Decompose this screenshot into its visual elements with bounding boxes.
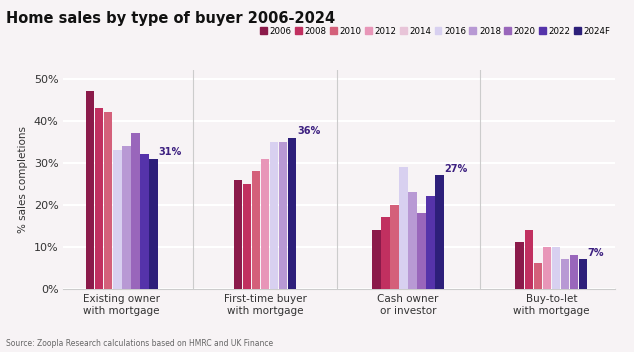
Bar xyxy=(288,138,296,289)
Bar xyxy=(131,133,139,289)
Bar xyxy=(233,180,242,289)
Y-axis label: % sales completions: % sales completions xyxy=(18,126,29,233)
Bar xyxy=(104,112,112,289)
Bar xyxy=(524,230,533,289)
Bar xyxy=(417,213,426,289)
Text: Home sales by type of buyer 2006-2024: Home sales by type of buyer 2006-2024 xyxy=(6,11,335,26)
Bar xyxy=(560,259,569,289)
Bar xyxy=(399,167,408,289)
Bar xyxy=(149,158,158,289)
Text: 27%: 27% xyxy=(444,164,468,174)
Text: 36%: 36% xyxy=(297,126,320,136)
Bar xyxy=(269,142,278,289)
Legend: 2006, 2008, 2010, 2012, 2014, 2016, 2018, 2020, 2022, 2024F: 2006, 2008, 2010, 2012, 2014, 2016, 2018… xyxy=(260,27,611,36)
Bar xyxy=(552,247,560,289)
Bar xyxy=(140,154,148,289)
Bar xyxy=(261,158,269,289)
Bar xyxy=(391,205,399,289)
Bar xyxy=(95,108,103,289)
Text: Source: Zoopla Research calculations based on HMRC and UK Finance: Source: Zoopla Research calculations bas… xyxy=(6,339,273,348)
Bar xyxy=(543,247,551,289)
Bar xyxy=(515,243,524,289)
Bar xyxy=(427,196,435,289)
Bar xyxy=(86,92,94,289)
Bar xyxy=(372,230,381,289)
Bar xyxy=(534,263,542,289)
Bar xyxy=(279,142,287,289)
Text: 31%: 31% xyxy=(158,147,181,157)
Bar xyxy=(569,255,578,289)
Text: 7%: 7% xyxy=(588,248,604,258)
Bar xyxy=(436,175,444,289)
Bar xyxy=(579,259,587,289)
Bar xyxy=(252,171,260,289)
Bar xyxy=(381,217,390,289)
Bar xyxy=(408,192,417,289)
Bar xyxy=(113,150,122,289)
Bar xyxy=(243,184,251,289)
Bar xyxy=(122,146,131,289)
